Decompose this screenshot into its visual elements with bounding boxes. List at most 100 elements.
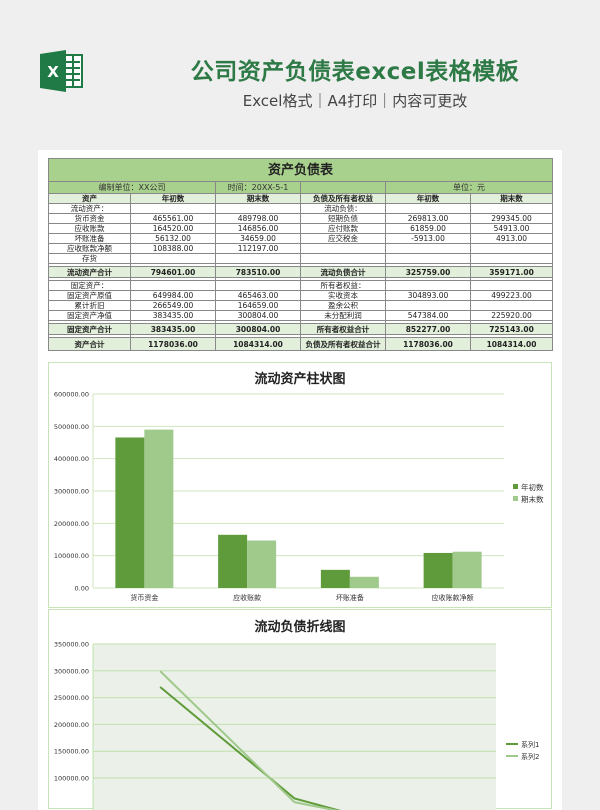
- legend-label: 系列2: [521, 752, 539, 761]
- x-tick-label: 应收账款: [233, 593, 261, 602]
- table-row: 固定资产净值 383435.00 300804.00 未分配利润 547384.00 22…: [48, 310, 554, 321]
- table-row: 资产合计 1178036.00 1084314.00 负债及所有者权益合计 117803…: [48, 337, 554, 351]
- y-tick-label: 0.00: [75, 585, 89, 593]
- table-cell: 465463.00: [215, 290, 301, 301]
- bar: [218, 534, 248, 588]
- bar: [349, 576, 379, 588]
- table-cell: [469, 203, 554, 214]
- svg-text:X: X: [47, 63, 59, 81]
- table-row: 存货: [48, 253, 554, 264]
- table-cell: [469, 300, 554, 311]
- table-row: 流动资产： 流动负债：: [48, 203, 554, 214]
- legend-label: 系列1: [521, 740, 539, 749]
- table-cell: 383435.00: [130, 323, 216, 335]
- bar: [423, 552, 453, 588]
- table-cell: 固定资产原值: [48, 290, 131, 301]
- table-cell: 流动负债：: [300, 203, 386, 214]
- table-cell: 54913.00: [469, 223, 554, 234]
- table-row: 货币资金 465561.00 489798.00 短期负债 269813.00 29934…: [48, 213, 554, 224]
- bar: [115, 437, 145, 588]
- table-cell: 货币资金: [48, 213, 131, 224]
- plot-area: [93, 644, 496, 810]
- chart-title: 流动负债折线图: [254, 620, 346, 635]
- table-cell: 固定资产净值: [48, 310, 131, 321]
- y-tick-label: 300000.00: [54, 488, 89, 496]
- bar: [452, 551, 482, 588]
- table-cell: 资产合计: [48, 337, 131, 351]
- table-cell: 852277.00: [385, 323, 471, 335]
- page-subtitle: Excel格式｜A4打印｜内容可更改: [242, 92, 468, 110]
- table-cell: 547384.00: [385, 310, 471, 321]
- legend-label: 期末数: [521, 494, 544, 504]
- y-tick-label: 600000.00: [54, 391, 89, 399]
- table-cell: 164520.00: [130, 223, 216, 234]
- table-cell: 34659.00: [215, 233, 301, 244]
- table-cell: [300, 243, 386, 254]
- chart-title: 流动资产柱状图: [254, 372, 346, 387]
- table-cell: 56132.00: [130, 233, 216, 244]
- table-cell: 流动资产：: [48, 203, 131, 214]
- table-cell: 1178036.00: [130, 337, 216, 351]
- table-cell: 164659.00: [215, 300, 301, 311]
- column-header: 资产: [48, 193, 131, 204]
- x-tick-label: 货币资金: [130, 593, 158, 602]
- column-header: 年初数: [385, 193, 471, 204]
- bar: [144, 429, 174, 588]
- y-tick-label: 350000.00: [54, 641, 89, 649]
- current-liabilities-line-chart: 流动负债折线图 100000.00 150000.00 200000.00 25000…: [48, 609, 552, 810]
- table-cell: [130, 280, 216, 291]
- column-header: 年初数: [130, 193, 216, 204]
- table-cell: 应收账款: [48, 223, 131, 234]
- table-cell: [385, 253, 471, 264]
- table-cell: 所有者权益合计: [300, 323, 386, 335]
- table-cell: 流动负债合计: [300, 266, 386, 278]
- table-cell: 383435.00: [130, 310, 216, 321]
- table-cell: 存货: [48, 253, 131, 264]
- column-header: 期末数: [215, 193, 301, 204]
- bar: [320, 569, 350, 588]
- y-tick-label: 100000.00: [54, 552, 89, 560]
- table-cell: 225920.00: [469, 310, 554, 321]
- y-tick-label: 200000.00: [54, 721, 89, 729]
- table-cell: 1084314.00: [469, 337, 554, 351]
- table-cell: 负债及所有者权益合计: [300, 337, 386, 351]
- table-cell: 所有者权益：: [300, 280, 386, 291]
- y-tick-label: 400000.00: [54, 455, 89, 463]
- table-cell: [300, 253, 386, 264]
- table-cell: 649984.00: [130, 290, 216, 301]
- table-cell: 325759.00: [385, 266, 471, 278]
- table-cell: 短期负债: [300, 213, 386, 224]
- table-cell: 725143.00: [469, 323, 554, 335]
- bar: [247, 540, 277, 588]
- balance-sheet-table: 资产负债表 编制单位：XX公司 时间：20XX-5-1 单位：元 资产 年初数 期末数负…: [47, 158, 554, 351]
- table-cell: 499223.00: [469, 290, 554, 301]
- table-row: 固定资产合计 383435.00 300804.00 所有者权益合计 852277.00…: [48, 323, 554, 335]
- table-cell: 300804.00: [215, 310, 301, 321]
- table-cell: [215, 203, 301, 214]
- table-cell: 4913.00: [469, 233, 554, 244]
- table-cell: [215, 253, 301, 264]
- current-assets-bar-chart: 流动资产柱状图 0.00 100000.00 200000.00 300000.00 4…: [48, 362, 552, 608]
- table-cell: 269813.00: [385, 213, 471, 224]
- table-cell: 流动资产合计: [48, 266, 131, 278]
- table-row: 坏账准备 56132.00 34659.00 应交税金 -5913.00 4913.00: [48, 233, 554, 244]
- sheet-date: 时间：20XX-5-1: [215, 181, 301, 194]
- table-cell: 盈余公积: [300, 300, 386, 311]
- x-tick-label: 坏账准备: [336, 593, 364, 602]
- table-cell: [385, 243, 471, 254]
- table-cell: [130, 203, 216, 214]
- table-cell: [469, 253, 554, 264]
- y-tick-label: 200000.00: [54, 520, 89, 528]
- table-row: 累计折旧 266549.00 164659.00 盈余公积: [48, 300, 554, 311]
- table-row: 应收账款 164520.00 146856.00 应付账款 61859.00 54913.…: [48, 223, 554, 234]
- table-cell: 783510.00: [215, 266, 301, 278]
- y-tick-label: 250000.00: [54, 694, 89, 702]
- table-cell: -5913.00: [385, 233, 471, 244]
- table-cell: 108388.00: [130, 243, 216, 254]
- table-cell: 1178036.00: [385, 337, 471, 351]
- table-row: 固定资产： 所有者权益：: [48, 280, 554, 291]
- table-cell: 304893.00: [385, 290, 471, 301]
- table-cell: [469, 243, 554, 254]
- table-cell: 1084314.00: [215, 337, 301, 351]
- table-cell: 未分配利润: [300, 310, 386, 321]
